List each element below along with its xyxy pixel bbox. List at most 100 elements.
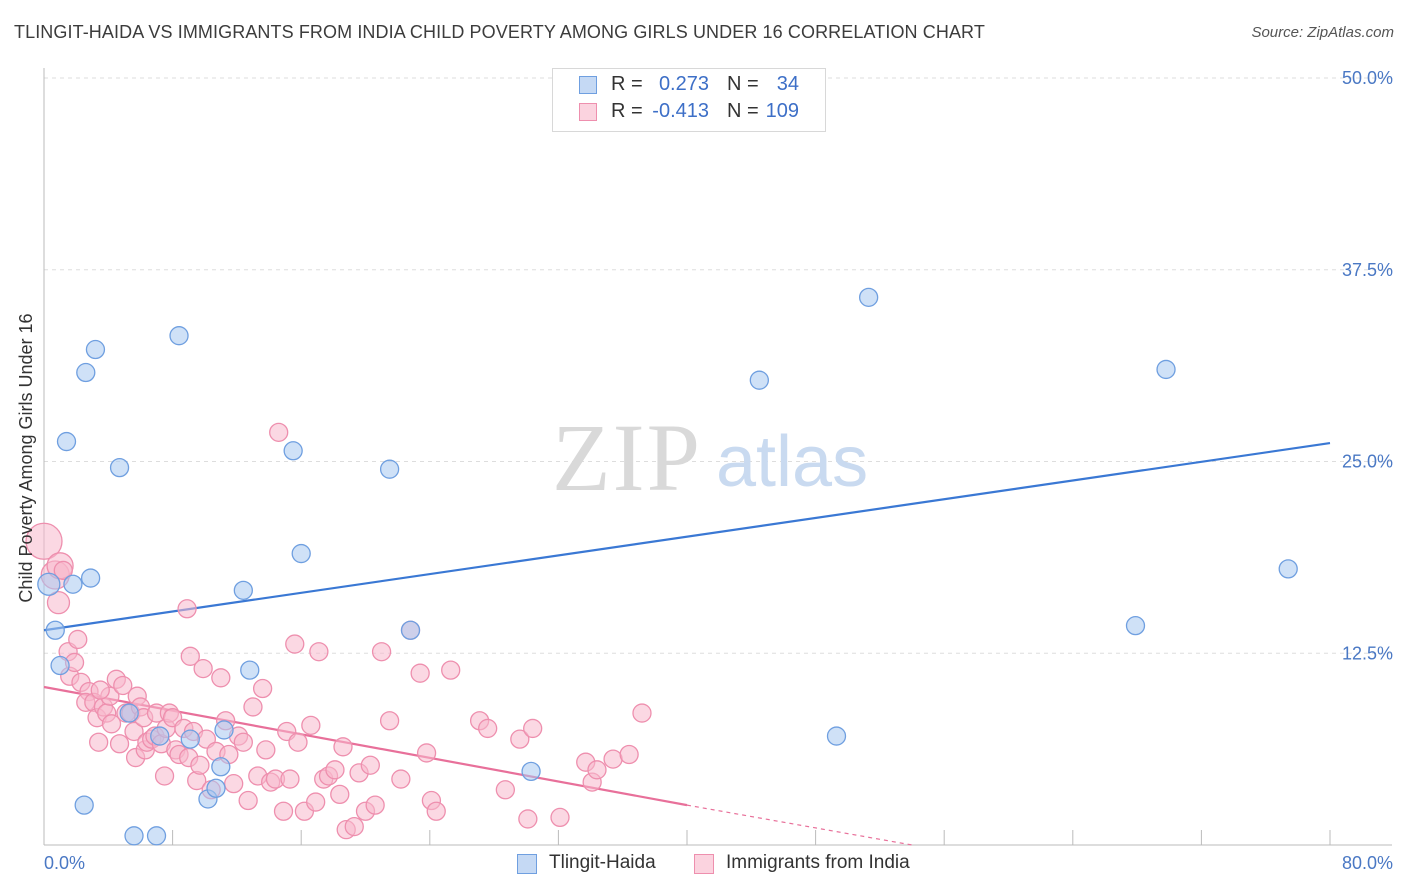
immigrants-india-point bbox=[280, 769, 300, 789]
y-axis-title: Child Poverty Among Girls Under 16 bbox=[16, 313, 36, 602]
y-tick-label: 25.0% bbox=[1342, 452, 1393, 472]
immigrants-india-point bbox=[243, 697, 263, 717]
tlingit-haida-point bbox=[50, 655, 70, 676]
legend-swatch-pink bbox=[579, 103, 597, 121]
tlingit-haida-point bbox=[146, 826, 167, 846]
immigrants-india-point bbox=[495, 780, 516, 800]
tlingit-haida-point bbox=[85, 339, 106, 360]
immigrants-india-point bbox=[410, 663, 430, 683]
legend-n-label: N = bbox=[727, 100, 759, 122]
tlingit-haida-point bbox=[521, 761, 541, 782]
immigrants-india-point bbox=[25, 522, 63, 560]
immigrants-india-point bbox=[46, 590, 71, 615]
tlingit-haida-point bbox=[1125, 615, 1146, 636]
immigrants-india-point bbox=[288, 732, 308, 752]
legend-r-label: R = bbox=[611, 100, 643, 122]
immigrants-india-point bbox=[113, 675, 133, 696]
immigrants-india-point bbox=[478, 718, 498, 739]
tlingit-haida-point bbox=[1278, 559, 1298, 579]
trend-line-tlingit-haida bbox=[43, 442, 1331, 632]
immigrants-india-point bbox=[269, 422, 289, 443]
immigrants-india-point bbox=[211, 668, 231, 688]
immigrants-india-point bbox=[68, 629, 88, 650]
x-tick-label: 0.0% bbox=[44, 853, 85, 873]
trend-line-immigrants-india-extension bbox=[686, 804, 913, 846]
immigrants-india-point bbox=[333, 737, 353, 757]
immigrants-india-point bbox=[365, 795, 385, 815]
immigrants-india-point bbox=[193, 658, 213, 679]
legend-row-immigrants-india: R = -0.413 N = 109 bbox=[553, 100, 825, 126]
tlingit-haida-point bbox=[826, 726, 847, 746]
watermark-zip: ZIP bbox=[552, 404, 702, 511]
immigrants-india-point bbox=[550, 807, 570, 828]
legend-label: Immigrants from India bbox=[726, 852, 910, 873]
immigrants-india-point bbox=[190, 755, 210, 775]
immigrants-india-point bbox=[309, 642, 329, 662]
x-tick-label: 80.0% bbox=[1342, 853, 1393, 873]
immigrants-india-point bbox=[360, 755, 380, 775]
tlingit-haida-point bbox=[109, 457, 130, 478]
legend-swatch-pink bbox=[694, 854, 714, 874]
tlingit-haida-point bbox=[56, 431, 77, 452]
tlingit-haida-point bbox=[858, 287, 879, 308]
tlingit-haida-point bbox=[1156, 359, 1176, 380]
tlingit-haida-point bbox=[74, 795, 94, 815]
tlingit-haida-point bbox=[180, 729, 200, 749]
immigrants-india-point bbox=[101, 714, 122, 734]
immigrants-india-point bbox=[233, 732, 253, 752]
immigrants-india-point bbox=[109, 734, 130, 754]
tlingit-haida-point bbox=[76, 362, 96, 383]
immigrants-india-point bbox=[90, 680, 110, 700]
tlingit-haida-point bbox=[45, 620, 65, 640]
tlingit-haida-point bbox=[233, 580, 253, 601]
legend-swatch-blue bbox=[517, 854, 537, 874]
immigrants-india-point bbox=[632, 703, 652, 723]
legend-n-value: 34 bbox=[776, 73, 799, 95]
data-points bbox=[25, 68, 1298, 846]
tlingit-haida-point bbox=[400, 620, 421, 640]
tlingit-haida-point bbox=[63, 574, 83, 594]
immigrants-india-point bbox=[518, 809, 538, 829]
tlingit-haida-point bbox=[169, 326, 189, 346]
watermark: ZIP atlas bbox=[552, 404, 868, 511]
tlingit-haida-point bbox=[211, 757, 231, 777]
immigrants-india-point bbox=[252, 678, 273, 699]
legend-swatch-blue bbox=[579, 76, 597, 94]
tlingit-haida-point bbox=[37, 572, 61, 596]
immigrants-india-point bbox=[603, 749, 623, 769]
legend-n-value: 109 bbox=[765, 100, 799, 122]
immigrants-india-point bbox=[371, 642, 392, 662]
immigrants-india-point bbox=[330, 784, 350, 805]
tlingit-haida-point bbox=[283, 441, 303, 461]
tlingit-haida-point bbox=[206, 778, 226, 798]
legend-r-value: 0.273 bbox=[658, 73, 709, 95]
immigrants-india-point bbox=[224, 773, 244, 794]
tick-labels: 12.5% 25.0% 37.5% 50.0% 0.0% 80.0% bbox=[44, 68, 1393, 873]
tlingit-haida-point bbox=[379, 459, 400, 479]
immigrants-india-point bbox=[177, 599, 197, 619]
immigrants-india-point bbox=[180, 646, 200, 666]
legend-r-label: R = bbox=[611, 73, 643, 95]
immigrants-india-point bbox=[301, 715, 321, 735]
immigrants-india-point bbox=[306, 792, 326, 812]
watermark-atlas: atlas bbox=[716, 422, 868, 502]
immigrants-india-point bbox=[523, 718, 543, 739]
immigrants-india-point bbox=[325, 760, 345, 780]
immigrants-india-point bbox=[391, 769, 411, 789]
legend-r-value: -0.413 bbox=[652, 100, 709, 122]
tlingit-haida-point bbox=[240, 660, 260, 680]
immigrants-india-point bbox=[587, 760, 607, 780]
tlingit-haida-point bbox=[749, 370, 769, 390]
immigrants-india-point bbox=[344, 816, 364, 837]
source-label: Source: ZipAtlas.com bbox=[1251, 24, 1394, 41]
immigrants-india-point bbox=[441, 660, 461, 680]
legend-label: Tlingit-Haida bbox=[549, 852, 656, 873]
immigrants-india-point bbox=[124, 721, 144, 742]
immigrants-india-point bbox=[154, 766, 175, 786]
stats-legend: R = 0.273 N = 34 R = -0.413 N = 109 bbox=[552, 68, 826, 132]
immigrants-india-point bbox=[285, 634, 305, 654]
axes bbox=[43, 68, 1392, 846]
chart-title: TLINGIT-HAIDA VS IMMIGRANTS FROM INDIA C… bbox=[14, 22, 985, 42]
immigrants-india-point bbox=[238, 790, 258, 811]
